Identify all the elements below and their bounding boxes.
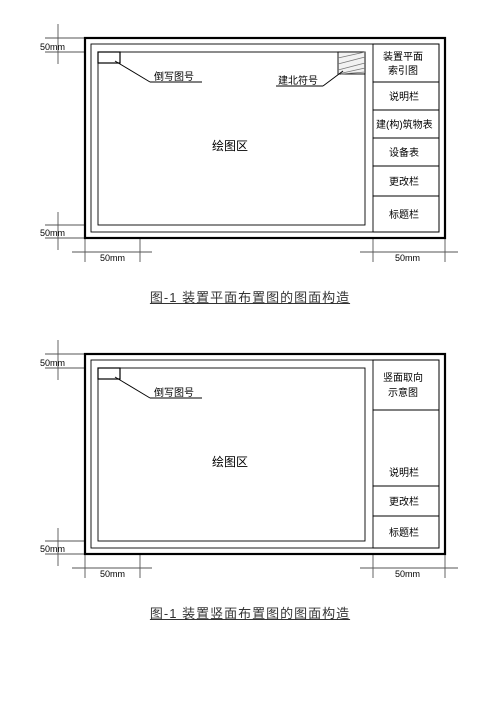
corner-number-label: 倒写图号	[154, 71, 194, 83]
sidebar-cell-1: 说明栏	[373, 82, 439, 110]
sidebar: 竖面取向 示意图 说明栏 更改栏 标题栏	[373, 360, 439, 548]
drawing-area-label: 绘图区	[212, 454, 248, 469]
outer-frame	[85, 354, 445, 554]
figure-1-svg: 50mm 50mm 50mm 50mm 倒写图号	[40, 20, 460, 265]
sidebar-cell-5: 标题栏	[373, 196, 439, 232]
corner-number-box	[98, 52, 120, 63]
svg-text:设备表: 设备表	[389, 146, 419, 159]
figure-2-svg: 50mm 50mm 50mm 50mm 倒写图号 绘图区 竖面取向 示意图	[40, 336, 460, 581]
dim-top-left: 50mm	[40, 42, 65, 52]
svg-text:更改栏: 更改栏	[389, 495, 419, 508]
sidebar-cell-2: 建(构)筑物表	[373, 110, 439, 138]
drawing-area-label: 绘图区	[212, 138, 248, 153]
inner-frame	[91, 360, 439, 548]
corner-number-label: 倒写图号	[154, 387, 194, 399]
svg-text:标题栏: 标题栏	[389, 208, 419, 221]
dim-bottom-left: 50mm	[40, 228, 65, 238]
svg-text:竖面取向: 竖面取向	[383, 371, 423, 384]
sidebar-cell-2: 更改栏	[373, 486, 439, 516]
dim-bottom-right: 50mm	[395, 569, 420, 579]
sidebar-cell-0: 装置平面 索引图	[373, 44, 439, 82]
dim-bottom-right: 50mm	[395, 253, 420, 263]
dim-bottom-center: 50mm	[100, 253, 125, 263]
svg-text:标题栏: 标题栏	[389, 526, 419, 539]
north-symbol-label: 建北符号	[278, 74, 318, 87]
sidebar-cell-3: 标题栏	[373, 516, 439, 548]
sidebar-cell-4: 更改栏	[373, 166, 439, 196]
figure-2-diagram: 50mm 50mm 50mm 50mm 倒写图号 绘图区 竖面取向 示意图	[40, 336, 460, 581]
svg-text:示意图: 示意图	[388, 386, 418, 399]
figure-2-caption: 图-1 装置竖面布置图的图面构造	[40, 603, 460, 622]
sidebar-cell-0: 竖面取向 示意图	[373, 360, 439, 410]
dim-bottom-center: 50mm	[100, 569, 125, 579]
dim-bottom-left: 50mm	[40, 544, 65, 554]
figure-1-caption: 图-1 装置平面布置图的图面构造	[40, 287, 460, 306]
figure-1-diagram: 50mm 50mm 50mm 50mm 倒写图号	[40, 20, 460, 265]
figure-1: 50mm 50mm 50mm 50mm 倒写图号	[40, 20, 460, 306]
svg-text:建(构)筑物表: 建(构)筑物表	[376, 118, 433, 131]
svg-text:说明栏: 说明栏	[389, 466, 419, 479]
corner-number-box	[98, 368, 120, 379]
svg-text:装置平面: 装置平面	[383, 50, 423, 63]
north-symbol-box	[338, 52, 365, 74]
sidebar-cell-3: 设备表	[373, 138, 439, 166]
sidebar: 装置平面 索引图 说明栏 建(构)筑物表 设备表 更改栏	[373, 44, 439, 232]
figure-2: 50mm 50mm 50mm 50mm 倒写图号 绘图区 竖面取向 示意图	[40, 336, 460, 622]
svg-text:索引图: 索引图	[388, 64, 418, 77]
sidebar-cell-1: 说明栏	[373, 410, 439, 486]
svg-text:说明栏: 说明栏	[389, 90, 419, 103]
svg-text:更改栏: 更改栏	[389, 175, 419, 188]
dim-top-left: 50mm	[40, 358, 65, 368]
